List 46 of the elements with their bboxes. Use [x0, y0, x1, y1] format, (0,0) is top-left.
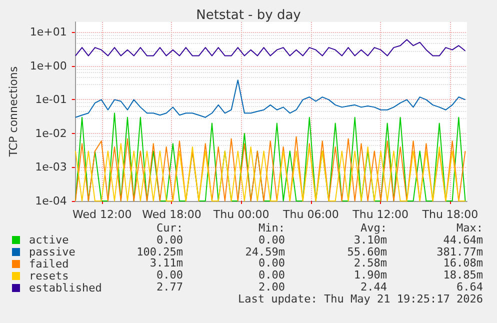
legend-label: failed: [29, 258, 69, 270]
text: 2.44: [360, 280, 388, 294]
y-tick-label: 1e-02: [35, 126, 67, 140]
x-tick-label: Thu 00:00: [212, 208, 270, 221]
x-tick-label: Wed 18:00: [142, 208, 202, 221]
text: Last update: Thu May 21 19:25:17 2026: [238, 292, 483, 306]
y-tick-label: 1e-01: [35, 93, 67, 106]
text: 55.60m: [347, 246, 388, 258]
text: 18.85m: [443, 268, 484, 282]
text: Cur:: [156, 222, 183, 234]
x-tick-label: Wed 12:00: [72, 208, 132, 221]
line-series: [74, 39, 466, 56]
text: 0.00: [156, 268, 183, 282]
text: 6.64: [456, 280, 484, 294]
legend-label: active: [29, 234, 69, 246]
text: 0.00: [258, 234, 285, 246]
y-tick-label: 1e-04: [35, 194, 67, 208]
y-axis-title: TCP connections: [7, 66, 20, 158]
text: Avg:: [360, 222, 387, 234]
legend-label: resets: [29, 270, 69, 282]
text: 2.58m: [354, 256, 388, 270]
legend-label: established: [29, 282, 102, 294]
text: 2.00: [258, 280, 285, 294]
text: 2.77: [156, 280, 183, 294]
text: 44.64m: [443, 234, 484, 246]
text: 1.90m: [354, 268, 388, 282]
y-tick-label: 1e+00: [30, 59, 67, 72]
x-tick-label: Thu 18:00: [421, 208, 478, 221]
text: 100.25m: [136, 246, 184, 258]
text: 0.00: [258, 256, 285, 270]
text: Min:: [258, 222, 285, 234]
chart-title: Netstat - by day: [196, 8, 302, 23]
text: 24.59m: [245, 246, 286, 258]
legend-label: passive: [29, 246, 76, 258]
text: Max:: [456, 222, 483, 234]
y-tick-label: 1e+01: [30, 26, 67, 39]
text: 16.08m: [443, 256, 484, 270]
text: 0.00: [258, 268, 285, 282]
text: 0.00: [156, 234, 183, 246]
y-tick-label: 1e-03: [35, 160, 67, 174]
x-tick-label: Thu 06:00: [282, 208, 339, 221]
line-series: [74, 80, 466, 118]
text: 381.77m: [436, 246, 484, 258]
text: 3.10m: [354, 234, 388, 246]
text: 3.11m: [150, 256, 184, 270]
x-tick-label: Thu 12:00: [352, 208, 408, 221]
